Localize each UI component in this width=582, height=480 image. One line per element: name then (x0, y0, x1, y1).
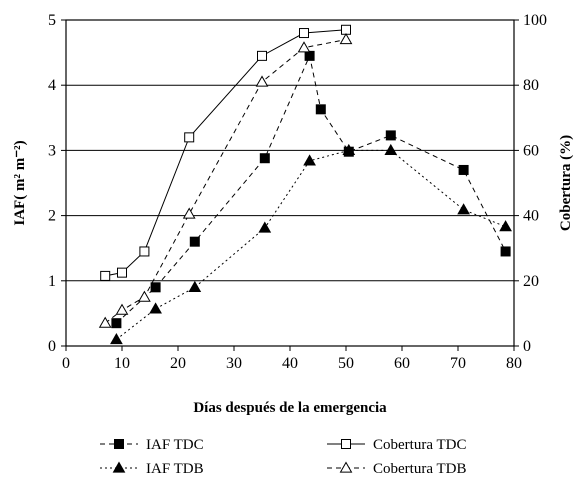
data-point-iaf-tdb (303, 154, 316, 166)
data-point-cobertura-tdb (182, 207, 196, 219)
data-point-iaf-tdc (111, 318, 122, 329)
data-point-iaf-tdc (500, 246, 511, 257)
data-point-iaf-tdc (304, 50, 315, 61)
data-point-iaf-tdc (385, 130, 396, 141)
legend-label: IAF TDC (146, 437, 204, 453)
x-tick-label: 30 (226, 355, 242, 372)
y2-tick-label: 60 (523, 142, 539, 159)
legend-item-iaf-tdb: IAF TDB (100, 461, 204, 477)
data-point-cobertura-tdb (339, 33, 353, 45)
data-point-cobertura-tdc (139, 246, 150, 257)
series-line-iaf-tdb (116, 149, 506, 340)
y2-tick-label: 80 (523, 77, 539, 94)
series-iaf-tdb (110, 143, 512, 345)
series-cobertura-tdc (100, 24, 351, 281)
series-cobertura-tdb (98, 33, 353, 328)
legend-label: Cobertura TDC (373, 437, 466, 453)
y-tick-label: 3 (48, 142, 56, 159)
legend-marker (114, 439, 124, 449)
legend-label: Cobertura TDB (373, 461, 466, 477)
legend-marker (112, 461, 126, 473)
x-tick-label: 80 (506, 355, 522, 372)
data-point-cobertura-tdc (341, 24, 351, 35)
plot-frame (65, 19, 515, 347)
series-line-cobertura-tdc (105, 29, 347, 277)
data-point-iaf-tdb (384, 143, 398, 156)
data-point-iaf-tdb (188, 280, 202, 292)
x-tick-label: 70 (450, 355, 466, 372)
data-point-cobertura-tdc (257, 50, 267, 61)
legend-marker (341, 439, 351, 449)
data-point-iaf-tdc (259, 153, 270, 164)
x-tick-label: 60 (394, 355, 410, 372)
y2-tick-label: 0 (523, 338, 531, 355)
x-axis-title: Días después de la emergencia (193, 400, 387, 416)
x-tick-label: 40 (282, 355, 298, 372)
data-point-iaf-tdb (149, 302, 162, 314)
y2-tick-label: 20 (523, 273, 539, 290)
series-line-iaf-tdc (116, 54, 507, 324)
x-tick-label: 20 (170, 355, 186, 372)
legend-label: IAF TDB (146, 461, 204, 477)
legend: IAF TDC IAF TDB Cobertura TDC Cobertura TDB (100, 437, 466, 477)
x-tick-label: 0 (62, 355, 70, 372)
y2-tick-label: 100 (523, 12, 547, 29)
data-point-cobertura-tdb (255, 75, 269, 87)
data-point-iaf-tdc (315, 104, 326, 115)
data-point-iaf-tdb (499, 220, 512, 232)
x-tick-label: 50 (338, 355, 354, 372)
data-point-cobertura-tdc (117, 267, 127, 278)
data-point-iaf-tdc (150, 282, 161, 293)
data-point-cobertura-tdb (297, 41, 311, 53)
data-point-iaf-tdb (457, 203, 470, 215)
legend-item-iaf-tdc: IAF TDC (100, 437, 204, 453)
y-tick-label: 4 (48, 77, 56, 94)
data-point-cobertura-tdb (98, 316, 112, 328)
y2-tick-label: 40 (523, 208, 539, 225)
legend-marker (339, 461, 353, 473)
y-axis-title: IAF( m² m⁻²) (12, 140, 28, 225)
data-point-iaf-tdb (342, 143, 356, 156)
y-tick-label: 5 (48, 12, 56, 29)
series-iaf-tdc (111, 50, 511, 329)
data-point-cobertura-tdc (299, 28, 309, 39)
data-point-cobertura-tdb (115, 303, 129, 315)
series-layer (98, 24, 512, 345)
data-point-cobertura-tdb (138, 290, 151, 302)
y-tick-label: 2 (48, 208, 56, 225)
y-tick-label: 0 (48, 338, 56, 355)
legend-item-cobertura-tdb: Cobertura TDB (327, 461, 466, 477)
data-point-iaf-tdb (258, 221, 272, 233)
x-tick-label: 10 (114, 355, 130, 372)
y2-axis-title: Cobertura (%) (558, 135, 574, 231)
data-point-iaf-tdb (110, 332, 123, 345)
data-point-cobertura-tdc (100, 270, 111, 281)
data-point-iaf-tdc (458, 164, 469, 175)
legend-item-cobertura-tdc: Cobertura TDC (327, 437, 466, 453)
axes (61, 19, 519, 351)
data-point-cobertura-tdc (184, 132, 195, 143)
y-tick-label: 1 (48, 273, 56, 290)
data-point-iaf-tdc (189, 236, 200, 247)
